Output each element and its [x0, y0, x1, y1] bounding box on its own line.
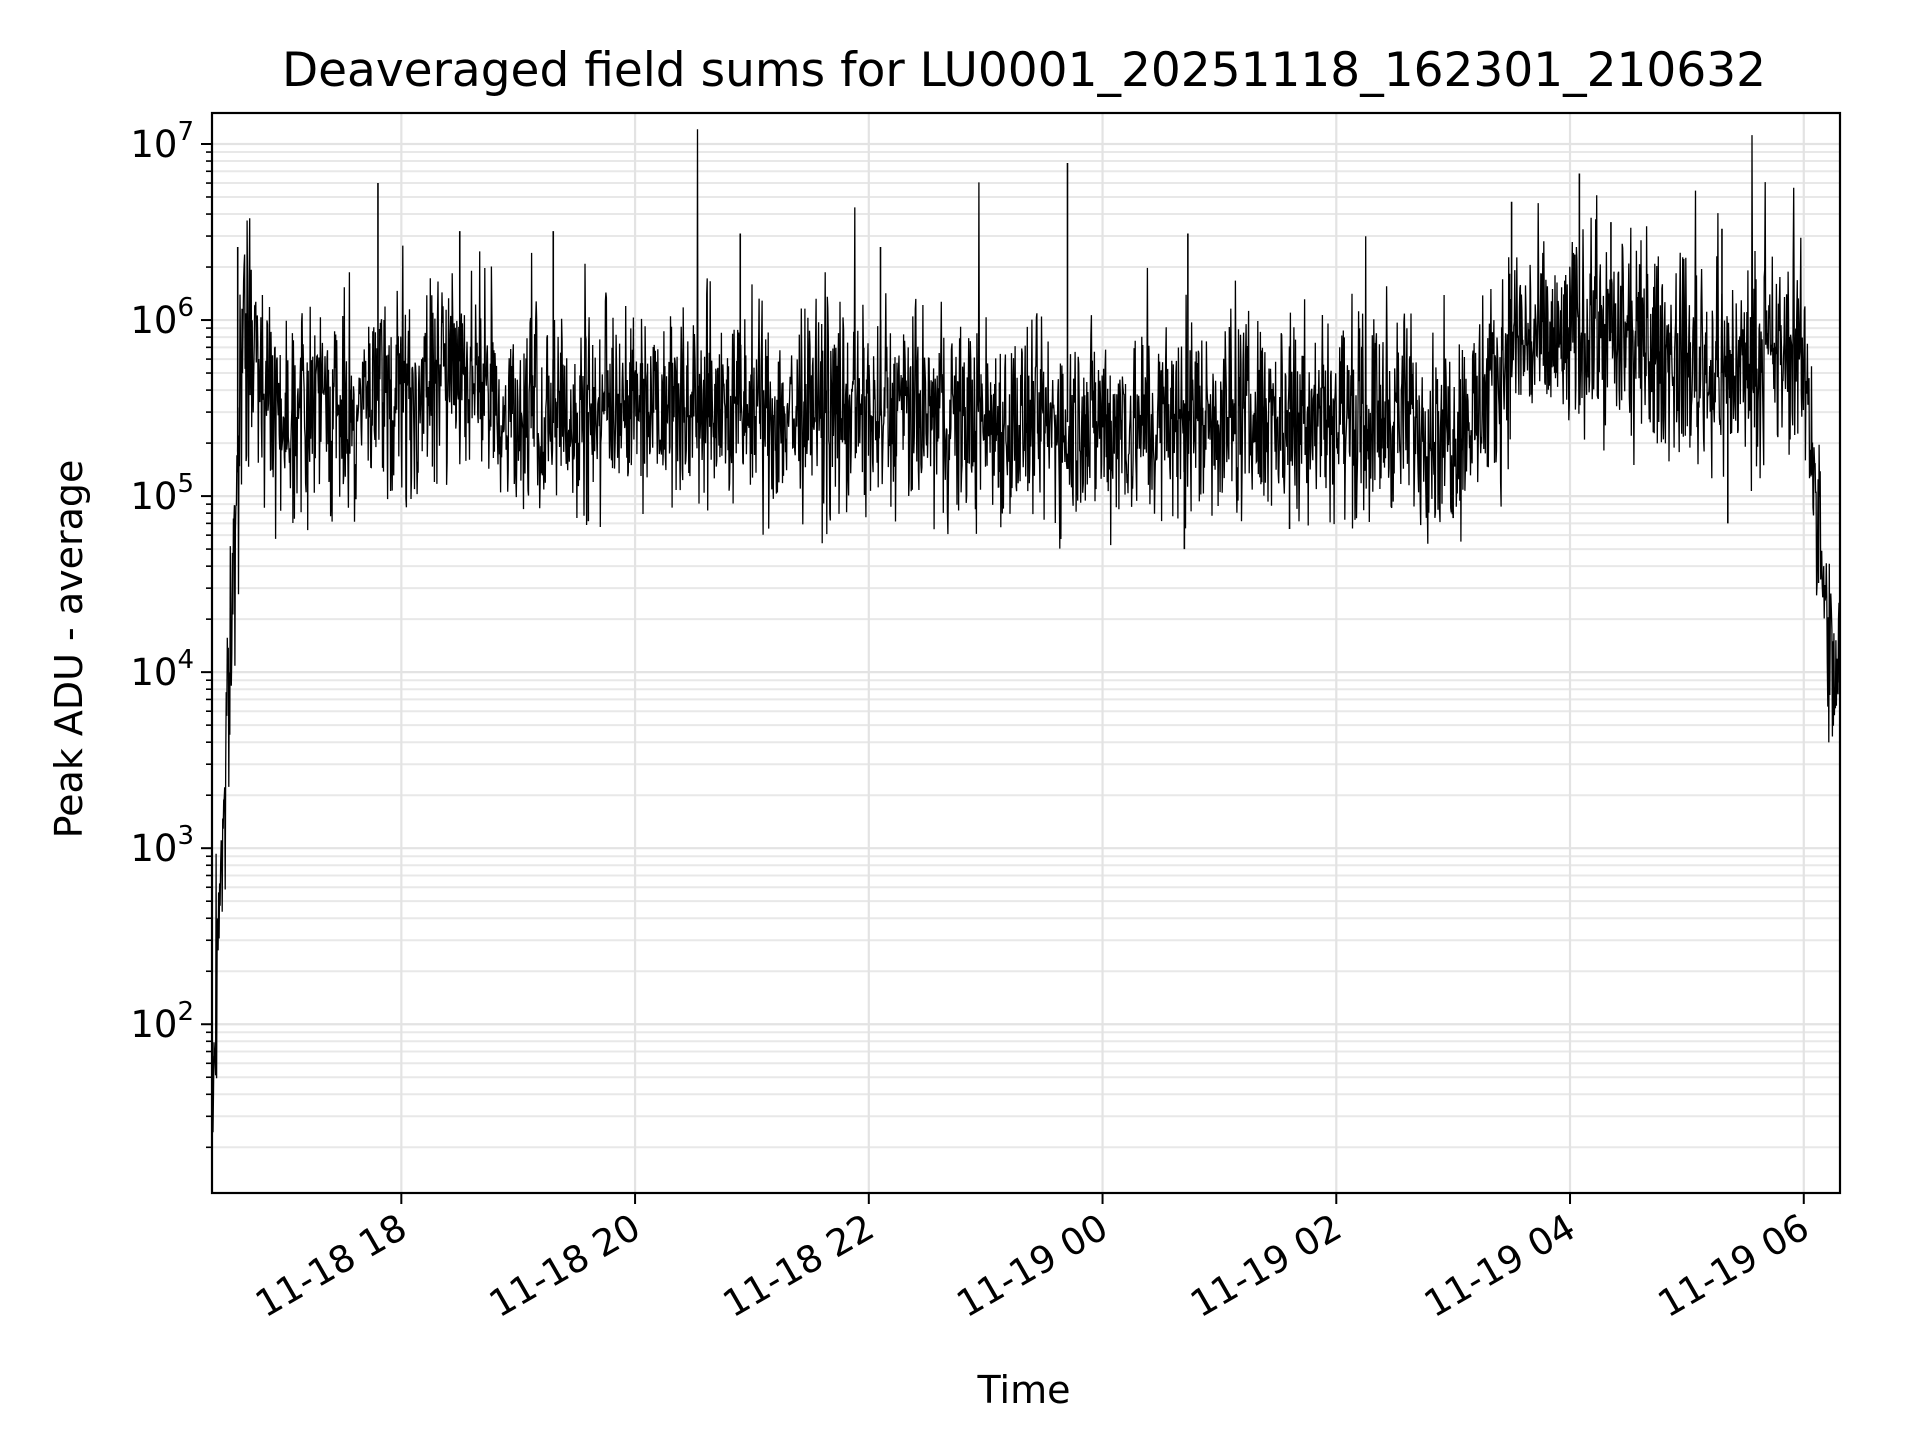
chart-title: Deaveraged field sums for LU0001_2025111… [282, 43, 1766, 98]
y-tick-label: 102 [130, 997, 194, 1046]
plot-frame [210, 111, 1842, 1195]
series-line [211, 129, 1841, 1155]
y-axis-ticks: 102 103 104 105 106 107 [130, 117, 212, 1149]
y-tick-label: 103 [130, 821, 194, 870]
series-layer [211, 129, 1841, 1155]
y-tick-label: 105 [130, 469, 194, 518]
major-grid [212, 113, 1840, 1193]
y-tick-label: 106 [130, 293, 194, 342]
y-axis-label: Peak ADU - average [47, 460, 91, 839]
y-tick-label: 104 [130, 645, 194, 694]
x-axis-label: Time [977, 1368, 1071, 1412]
y-tick-label: 107 [130, 117, 194, 166]
